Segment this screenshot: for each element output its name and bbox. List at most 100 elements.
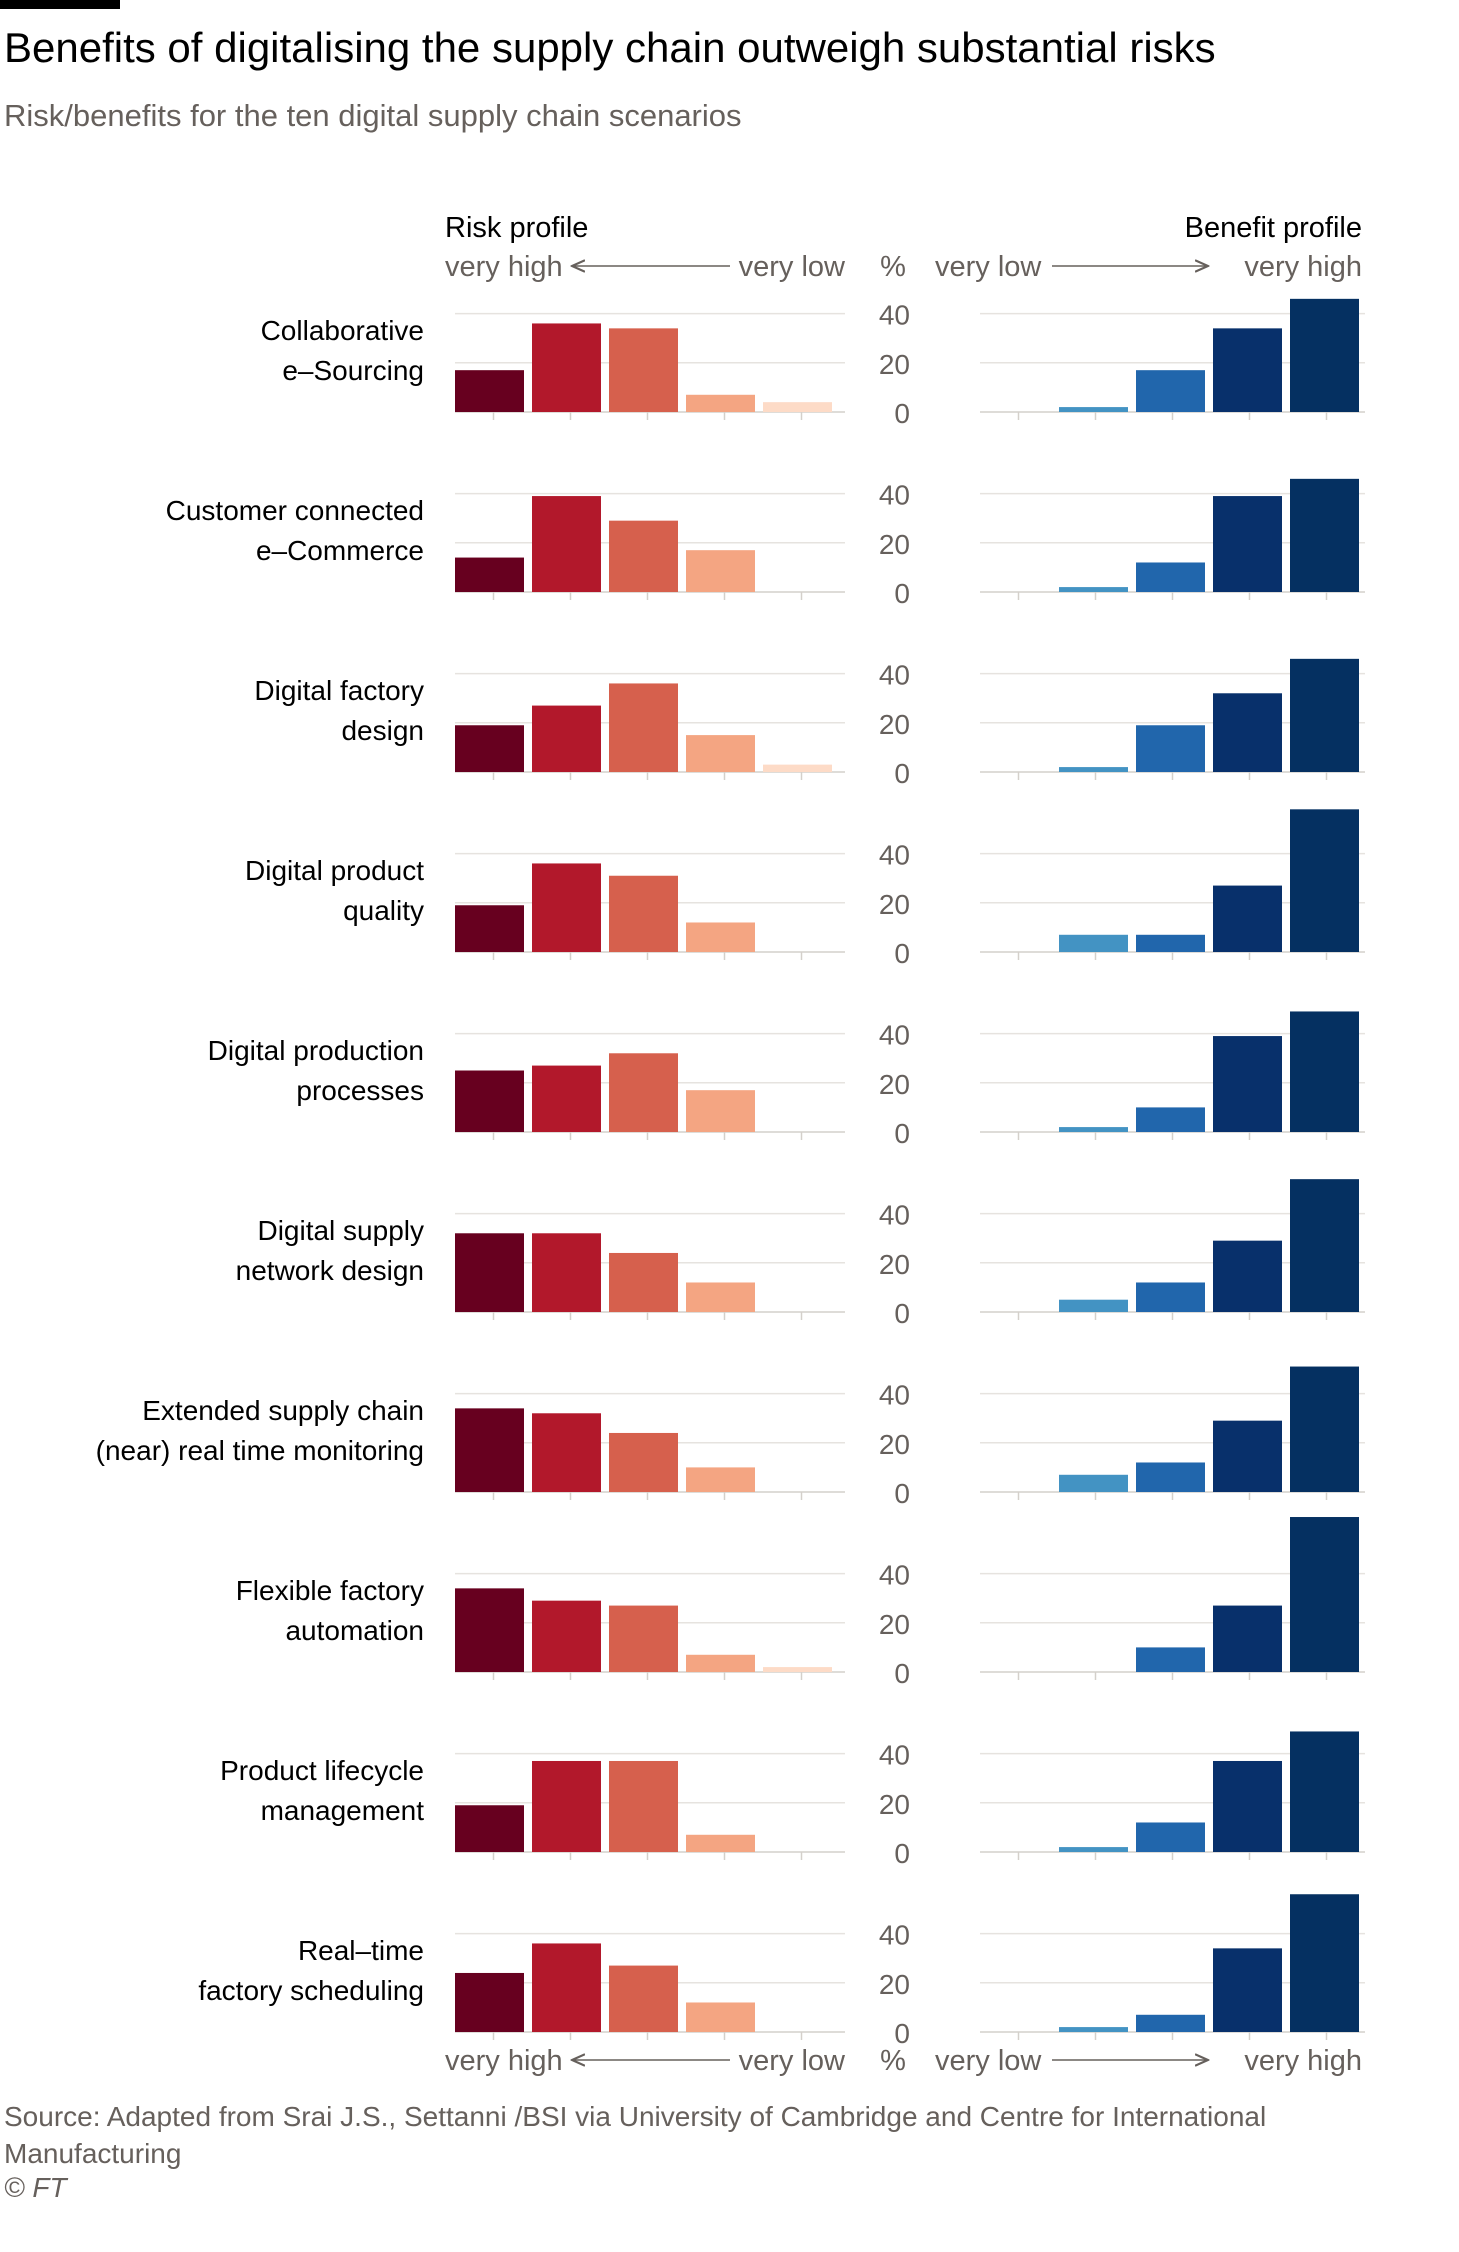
risk-bar bbox=[455, 1233, 524, 1312]
unit-label-top: % bbox=[880, 251, 906, 283]
risk-axis-left-label-top: very high bbox=[445, 251, 563, 283]
risk-bar bbox=[686, 1090, 755, 1132]
benefit-bar bbox=[1290, 478, 1359, 592]
copyright-credit: © FT bbox=[4, 2172, 67, 2203]
risk-bar bbox=[609, 1252, 678, 1312]
y-tick-label: 20 bbox=[879, 1789, 910, 1820]
risk-bar bbox=[686, 394, 755, 412]
source-note: Source: Adapted from Srai J.S., Settanni… bbox=[4, 2101, 1267, 2169]
y-tick-label: 20 bbox=[879, 709, 910, 740]
scenario-label: processes bbox=[296, 1075, 424, 1106]
y-tick-label: 40 bbox=[879, 1920, 910, 1951]
unit-label-bottom: % bbox=[880, 2045, 906, 2077]
risk-bar bbox=[609, 328, 678, 412]
scenario-label: Extended supply chain bbox=[142, 1395, 424, 1426]
scenario-label: design bbox=[341, 715, 424, 746]
benefit-bar bbox=[1136, 562, 1205, 592]
risk-bar bbox=[763, 402, 832, 412]
y-tick-label: 40 bbox=[879, 1020, 910, 1051]
y-tick-label: 40 bbox=[879, 1740, 910, 1771]
scenario-label: network design bbox=[236, 1255, 424, 1286]
benefit-bar bbox=[1136, 1462, 1205, 1492]
y-tick-label: 20 bbox=[879, 529, 910, 560]
benefit-bar bbox=[1213, 1420, 1282, 1492]
risk-bar bbox=[455, 1070, 524, 1132]
risk-axis-left-label-bottom: very high bbox=[445, 2045, 563, 2077]
risk-bar bbox=[455, 725, 524, 772]
risk-bar bbox=[763, 764, 832, 772]
y-tick-label: 0 bbox=[894, 1658, 910, 1689]
benefit-bar bbox=[1213, 1036, 1282, 1132]
risk-bar bbox=[532, 496, 601, 592]
y-tick-label: 0 bbox=[894, 2018, 910, 2049]
scenario-label: Digital supply bbox=[257, 1215, 424, 1246]
risk-bar bbox=[686, 735, 755, 772]
risk-bar bbox=[532, 1600, 601, 1672]
y-tick-label: 0 bbox=[894, 1838, 910, 1869]
benefit-bar bbox=[1136, 1647, 1205, 1672]
risk-bar bbox=[532, 863, 601, 952]
risk-bar bbox=[532, 1760, 601, 1852]
benefit-bar bbox=[1213, 328, 1282, 412]
scenario-label: quality bbox=[343, 895, 424, 926]
risk-bar bbox=[686, 1467, 755, 1492]
risk-bar bbox=[609, 683, 678, 772]
risk-bar bbox=[455, 905, 524, 952]
benefit-bar bbox=[1290, 809, 1359, 952]
scenario-label: Collaborative bbox=[261, 315, 424, 346]
benefit-bar bbox=[1059, 934, 1128, 952]
benefit-bar bbox=[1213, 885, 1282, 952]
benefit-bar bbox=[1136, 370, 1205, 412]
benefit-bar bbox=[1059, 2027, 1128, 2032]
y-tick-label: 0 bbox=[894, 1478, 910, 1509]
benefit-axis-left-label-bottom: very low bbox=[935, 2045, 1042, 2077]
benefit-bar bbox=[1059, 1299, 1128, 1312]
benefit-bar bbox=[1213, 1948, 1282, 2032]
y-tick-label: 20 bbox=[879, 349, 910, 380]
benefit-bar bbox=[1290, 1517, 1359, 1672]
y-tick-label: 20 bbox=[879, 1069, 910, 1100]
y-tick-label: 40 bbox=[879, 840, 910, 871]
y-tick-label: 40 bbox=[879, 300, 910, 331]
scenario-label: Digital product bbox=[245, 855, 424, 886]
risk-bar bbox=[609, 1760, 678, 1852]
scenario-label: factory scheduling bbox=[198, 1975, 424, 2006]
benefit-bar bbox=[1136, 2014, 1205, 2032]
risk-bar bbox=[763, 1667, 832, 1672]
scenario-label: automation bbox=[285, 1615, 424, 1646]
benefit-bar bbox=[1290, 1731, 1359, 1852]
y-tick-label: 40 bbox=[879, 480, 910, 511]
benefit-bar bbox=[1213, 496, 1282, 592]
y-tick-label: 20 bbox=[879, 1609, 910, 1640]
scenario-label: Digital factory bbox=[254, 675, 424, 706]
risk-bar bbox=[455, 1805, 524, 1852]
y-tick-label: 20 bbox=[879, 1429, 910, 1460]
benefit-bar bbox=[1136, 1822, 1205, 1852]
risk-bar bbox=[686, 1834, 755, 1852]
risk-profile-title: Risk profile bbox=[445, 212, 588, 244]
y-tick-label: 40 bbox=[879, 660, 910, 691]
risk-bar bbox=[609, 875, 678, 952]
benefit-bar bbox=[1290, 1366, 1359, 1492]
benefit-bar bbox=[1290, 658, 1359, 772]
benefit-axis-left-label-top: very low bbox=[935, 251, 1042, 283]
benefit-bar bbox=[1213, 693, 1282, 772]
chart-title: Benefits of digitalising the supply chai… bbox=[4, 24, 1216, 71]
scenario-label: Flexible factory bbox=[236, 1575, 424, 1606]
benefit-bar bbox=[1059, 407, 1128, 412]
risk-bar bbox=[609, 1432, 678, 1492]
risk-bar bbox=[532, 1943, 601, 2032]
risk-bar bbox=[532, 1233, 601, 1312]
benefit-axis-right-label-bottom: very high bbox=[1244, 2045, 1362, 2077]
y-tick-label: 40 bbox=[879, 1560, 910, 1591]
risk-axis-right-label-top: very low bbox=[739, 251, 846, 283]
risk-bar bbox=[609, 520, 678, 592]
risk-bar bbox=[455, 1588, 524, 1672]
y-tick-label: 40 bbox=[879, 1380, 910, 1411]
scenario-label: Product lifecycle bbox=[220, 1755, 424, 1786]
risk-bar bbox=[532, 1065, 601, 1132]
risk-bar bbox=[455, 1408, 524, 1492]
benefit-profile-title: Benefit profile bbox=[1185, 212, 1362, 244]
risk-bar bbox=[609, 1965, 678, 2032]
